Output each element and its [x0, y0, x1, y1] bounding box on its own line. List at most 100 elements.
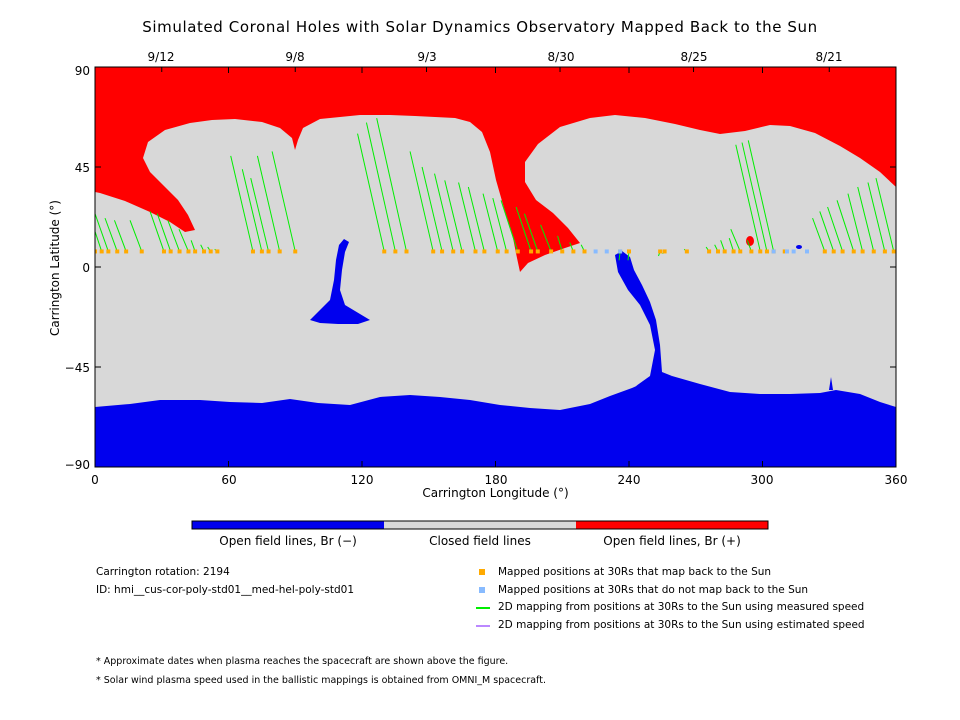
field-line	[241, 169, 263, 252]
field-line	[747, 140, 775, 252]
mapped-point	[840, 249, 845, 254]
mapped-point	[161, 249, 166, 254]
colorbar-label: Open field lines, Br (+)	[603, 534, 741, 548]
mapped-point	[495, 249, 500, 254]
mapped-point	[393, 249, 398, 254]
north-positive-region	[95, 67, 896, 272]
field-line	[482, 193, 499, 252]
mapped-point	[549, 249, 554, 254]
y-tick-label: 0	[82, 261, 90, 275]
colorbar-frame	[191, 520, 769, 530]
field-line	[741, 142, 768, 252]
x-tick-label: 120	[350, 473, 374, 487]
field-line	[376, 118, 407, 252]
mapped-points	[95, 249, 896, 254]
carrington-rotation: Carrington rotation: 2194	[96, 566, 230, 578]
x-tick-label: 180	[484, 473, 508, 487]
mapped-point	[95, 249, 97, 254]
field-line	[458, 182, 476, 252]
unmapped-point	[791, 249, 796, 254]
legend-label: 2D mapping from positions at 30Rs to the…	[498, 601, 865, 613]
field-line	[728, 237, 735, 252]
mapped-point	[250, 249, 255, 254]
mapped-point	[504, 249, 509, 254]
field-line	[540, 224, 552, 252]
field-line	[365, 122, 396, 252]
mapped-point	[684, 249, 689, 254]
mapped-point	[202, 249, 207, 254]
field-line	[812, 217, 826, 252]
mapped-point	[860, 249, 865, 254]
y-tick-label: −45	[64, 361, 90, 375]
mapped-point	[582, 249, 587, 254]
date-label: 8/30	[547, 50, 575, 64]
field-line	[875, 177, 895, 252]
date-label: 8/21	[815, 50, 843, 64]
unmapped-point	[593, 249, 598, 254]
small-negative-spot	[796, 245, 802, 249]
mapped-point	[215, 249, 220, 254]
date-label: 9/3	[417, 50, 437, 64]
mapped-point	[882, 249, 887, 254]
field-line	[467, 186, 485, 252]
field-line	[836, 200, 855, 252]
mapped-point	[529, 249, 534, 254]
field-line	[114, 220, 127, 252]
mapped-point	[627, 249, 631, 254]
map-regions	[95, 67, 896, 467]
field-line	[149, 211, 165, 252]
x-tick-label: 240	[617, 473, 641, 487]
mapped-point	[186, 249, 191, 254]
mapped-point	[404, 249, 409, 254]
field-line	[250, 177, 270, 252]
mapped-point	[722, 249, 727, 254]
x-tick-label: 300	[750, 473, 774, 487]
mapped-point	[259, 249, 264, 254]
field-line	[129, 220, 143, 252]
colorbar-label: Open field lines, Br (−)	[219, 534, 357, 548]
unmapped-point	[805, 249, 809, 254]
x-axis-label: Carrington Longitude (°)	[422, 486, 569, 500]
mapped-point	[382, 249, 387, 254]
field-line	[730, 229, 741, 252]
unmapped-square-icon	[479, 587, 485, 593]
y-tick-label: 90	[74, 64, 90, 78]
mapped-point	[515, 249, 520, 254]
field-line	[178, 229, 189, 252]
mapped-point	[716, 249, 720, 254]
mapped-point	[662, 249, 667, 254]
field-line	[867, 182, 886, 252]
field-line	[444, 180, 463, 252]
mapped-point	[782, 249, 787, 254]
x-tick-label: 360	[884, 473, 908, 487]
field-line	[847, 193, 864, 252]
x-tick-label: 60	[221, 473, 237, 487]
mapped-point	[440, 249, 445, 254]
field-line	[515, 206, 532, 252]
mapped-point	[431, 249, 436, 254]
mapped-point	[707, 249, 712, 254]
mapped-point	[891, 249, 896, 254]
field-line	[492, 197, 508, 252]
legend-label: Mapped positions at 30Rs that do not map…	[498, 584, 809, 596]
colorbar-closed	[384, 521, 576, 529]
mapped-point	[106, 249, 111, 254]
axis-ticks	[94, 66, 897, 468]
field-line	[857, 186, 875, 252]
colorbar-label: Closed field lines	[429, 534, 531, 548]
y-tick-label: 45	[74, 161, 90, 175]
mapped-point	[473, 249, 478, 254]
mapped-point	[193, 249, 198, 254]
field-line	[500, 200, 519, 252]
mapped-point	[851, 249, 856, 254]
unmapped-point	[771, 249, 776, 254]
date-label: 9/12	[147, 50, 175, 64]
field-line	[421, 166, 443, 252]
date-label: 9/8	[285, 50, 305, 64]
mapped-point	[460, 249, 465, 254]
field-line	[95, 249, 96, 252]
field-line	[735, 144, 761, 252]
field-line	[104, 217, 118, 252]
field-line	[434, 173, 454, 252]
